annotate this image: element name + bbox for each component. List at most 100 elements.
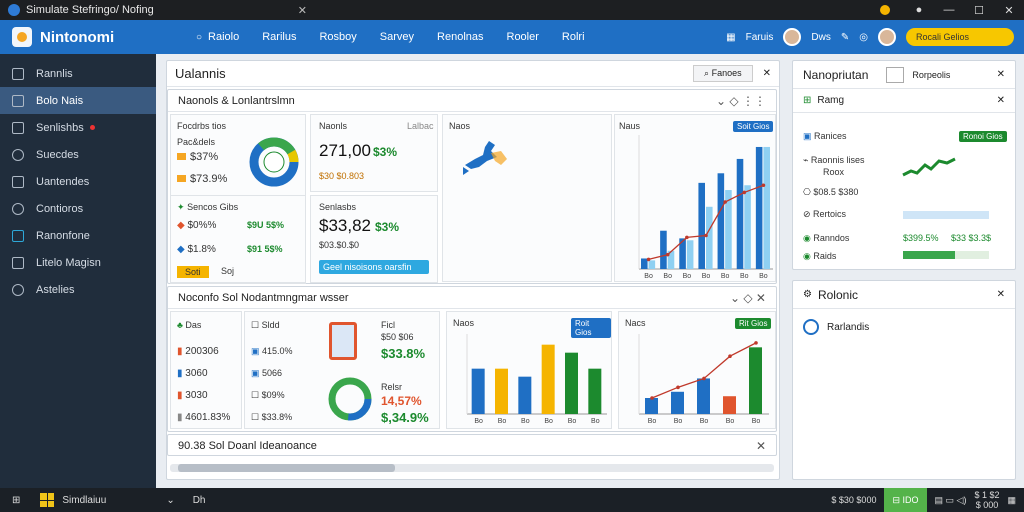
chevron-down-icon[interactable]: ⌄ — [166, 494, 175, 506]
sidebar: Rannlis Bolo Nais Senlishbs Suecdes Uant… — [0, 54, 156, 488]
grid-icon[interactable]: ▦ — [726, 31, 736, 43]
nav-link-7[interactable]: Rolri — [561, 31, 585, 43]
x-tick-label: Bo — [644, 273, 653, 280]
cta-button[interactable]: Rocali Gelios — [906, 28, 1014, 46]
trend-point — [742, 190, 747, 195]
nav-link-6[interactable]: Rooler — [506, 31, 539, 43]
x-tick-label: Bo — [591, 418, 600, 425]
list-item-label: Rertoics — [813, 209, 847, 219]
sidebar-item-2[interactable]: Bolo Nais — [0, 87, 156, 114]
tab-close-icon[interactable]: ✕ — [297, 4, 308, 17]
nav-link-3[interactable]: Rosboy — [319, 31, 357, 43]
sidebar-item-5[interactable]: Uantendes — [0, 168, 156, 195]
sidebar-item-4[interactable]: Suecdes — [0, 141, 156, 168]
search-button[interactable]: ⌕ Fanoes — [693, 65, 753, 82]
list-item[interactable]: Rarlandis — [793, 309, 1015, 345]
search-icon[interactable]: ○ — [196, 31, 203, 43]
close-icon[interactable]: ✕ — [1004, 4, 1014, 17]
chart-bar — [648, 260, 656, 269]
pin-icon[interactable]: ✎ — [840, 31, 850, 43]
help-icon[interactable]: ◎ — [859, 31, 868, 43]
github-icon[interactable]: ● — [915, 4, 923, 16]
list-item: ▣ Ranices — [803, 131, 847, 141]
document-icon — [12, 121, 24, 134]
list-item-label: Ranndos — [813, 233, 850, 243]
nav-link-1[interactable]: Raiolo — [208, 31, 240, 43]
value-1: $399.5% — [903, 233, 939, 243]
sub-title: Ramg — [817, 95, 845, 106]
key-icon — [12, 229, 24, 242]
card-row: ◆ $1.8% — [177, 244, 216, 255]
sidebar-item-7[interactable]: Ranonfone — [0, 222, 156, 249]
scroll-thumb[interactable] — [178, 464, 396, 472]
list-item-label: 3060 — [185, 368, 208, 379]
close-icon[interactable]: ✕ — [755, 439, 766, 453]
tray-icons[interactable]: ▤ ▭ ◁) — [934, 494, 967, 505]
progress-bar — [903, 211, 989, 219]
sidebar-item-label: Astelies — [36, 283, 75, 296]
app-launcher-icon[interactable] — [40, 493, 55, 507]
close-icon[interactable]: ✕ — [996, 69, 1005, 80]
chart-bar — [588, 368, 602, 414]
metric-value: 271,00 — [319, 141, 371, 160]
settings-icon — [12, 202, 24, 215]
maximize-icon[interactable]: ☐ — [974, 4, 984, 17]
card-row: $37% — [177, 151, 218, 163]
copyright-icon — [803, 319, 819, 335]
time: $ 1 $2 — [974, 490, 1000, 500]
nav-link-5[interactable]: Renolnas — [437, 31, 484, 43]
action-badge[interactable]: Ronoi Gios — [959, 131, 1007, 142]
notification-center-icon[interactable]: ▦ — [1007, 494, 1016, 505]
logo-icon — [12, 27, 32, 47]
horizontal-scrollbar[interactable] — [170, 464, 774, 472]
minimize-icon[interactable]: — — [943, 4, 955, 16]
close-icon[interactable]: ✕ — [762, 68, 771, 79]
user-label[interactable]: Faruis — [745, 31, 774, 43]
close-icon[interactable]: ✕ — [996, 289, 1005, 300]
row-value: $37% — [190, 151, 219, 163]
avatar-2[interactable] — [878, 28, 896, 46]
kpi-label: Ficl — [381, 320, 395, 330]
sidebar-item-6[interactable]: Contioros — [0, 195, 156, 222]
nav-link-4[interactable]: Sarvey — [379, 31, 415, 43]
x-tick-label: Bo — [726, 418, 735, 425]
section-actions[interactable]: ⌄ ◇ ⋮⋮ — [716, 93, 766, 108]
chart-bar — [667, 250, 675, 269]
bar-chart-b: Bo Bo Bo Bo Bo — [638, 334, 769, 425]
close-icon[interactable]: ✕ — [996, 95, 1005, 106]
sidebar-item-8[interactable]: Litelo Magisn — [0, 249, 156, 276]
chart-card: Naus Soit Gios Bo Bo Bo Bo Bo Bo Bo — [614, 114, 776, 282]
ring-chart — [328, 377, 372, 421]
app-icon — [8, 4, 20, 16]
list-item: ⎔ $08.5 $380 — [803, 187, 859, 197]
section-actions[interactable]: ⌄ ◇ ✕ — [729, 290, 766, 305]
nav-link-2[interactable]: Rarilus — [262, 31, 297, 43]
sidebar-item-label: Suecdes — [36, 148, 79, 161]
card-metric: Naonls Lalbac 271,00 $3% $30 $0.803 — [310, 114, 438, 192]
chart-bar — [725, 190, 732, 269]
notification-icon[interactable] — [880, 5, 890, 15]
chart-badge: Rit Gios — [735, 318, 772, 329]
taskbar-app[interactable]: Simdlaiuu — [62, 494, 107, 506]
sidebar-item-3[interactable]: Senlishbs — [0, 114, 156, 141]
sidebar-item-9[interactable]: Astelies — [0, 276, 156, 303]
chart-bar — [744, 185, 751, 269]
taskbar-tab[interactable]: Dh — [192, 494, 206, 506]
kpi-sub: $,34.9% — [381, 410, 429, 425]
action-button[interactable]: Geel nisoisons oarsfin — [319, 260, 429, 274]
sidebar-item-1[interactable]: Rannlis — [0, 60, 156, 87]
checkbox[interactable] — [886, 66, 905, 83]
card-heading: Focdrbs tios — [177, 121, 227, 131]
user-name[interactable]: Dws — [811, 31, 831, 43]
list2-item: ☐ $33.8% — [251, 412, 293, 422]
sidebar-item-label: Litelo Magisn — [36, 256, 101, 269]
avatar[interactable] — [783, 28, 802, 46]
top-nav: Nintonomi ○ Raiolo Rarilus Rosboy Sarvey… — [0, 20, 1024, 54]
list-item-label: 3030 — [185, 390, 208, 401]
panel-search[interactable]: Rorpeolis — [912, 69, 951, 80]
metric-change: $3% — [375, 220, 400, 234]
network-status[interactable]: ⊟ IDO — [884, 488, 927, 512]
window-title: Simulate Stefringo/ Nofing — [26, 4, 154, 16]
row-value: $0%% — [187, 220, 217, 231]
windows-icon[interactable]: ⊞ — [12, 494, 21, 506]
